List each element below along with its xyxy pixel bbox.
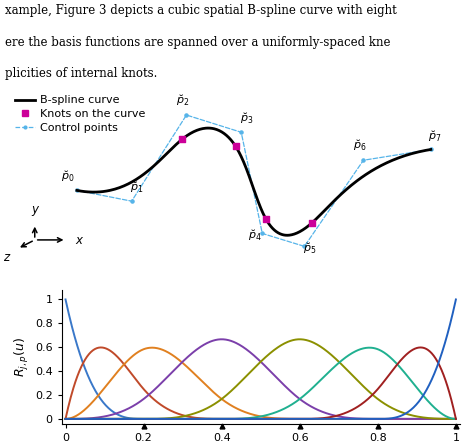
Point bbox=[232, 143, 239, 150]
Text: xample, Figure 3 depicts a cubic spatial B-spline curve with eight: xample, Figure 3 depicts a cubic spatial… bbox=[5, 4, 396, 17]
Text: $\breve{p}_3$: $\breve{p}_3$ bbox=[239, 112, 253, 126]
Text: $\breve{p}_6$: $\breve{p}_6$ bbox=[353, 138, 367, 153]
Text: $\breve{p}_5$: $\breve{p}_5$ bbox=[303, 241, 316, 256]
Point bbox=[262, 215, 270, 222]
Legend: B-spline curve, Knots on the curve, Control points: B-spline curve, Knots on the curve, Cont… bbox=[10, 91, 150, 138]
Text: $\breve{p}_7$: $\breve{p}_7$ bbox=[428, 129, 442, 144]
Point bbox=[178, 136, 186, 143]
Text: $\breve{p}_0$: $\breve{p}_0$ bbox=[61, 169, 74, 184]
Text: $x$: $x$ bbox=[75, 235, 84, 248]
Text: $z$: $z$ bbox=[3, 251, 11, 264]
Text: $y$: $y$ bbox=[31, 204, 40, 219]
Text: $\breve{p}_4$: $\breve{p}_4$ bbox=[248, 228, 262, 243]
Point bbox=[309, 219, 316, 226]
Text: ere the basis functions are spanned over a uniformly-spaced kne: ere the basis functions are spanned over… bbox=[5, 36, 390, 49]
Text: plicities of internal knots.: plicities of internal knots. bbox=[5, 67, 157, 80]
Y-axis label: $R_{j,p}(u)$: $R_{j,p}(u)$ bbox=[13, 337, 31, 377]
Text: $\breve{p}_2$: $\breve{p}_2$ bbox=[176, 93, 190, 108]
Text: $\breve{p}_1$: $\breve{p}_1$ bbox=[130, 180, 144, 195]
